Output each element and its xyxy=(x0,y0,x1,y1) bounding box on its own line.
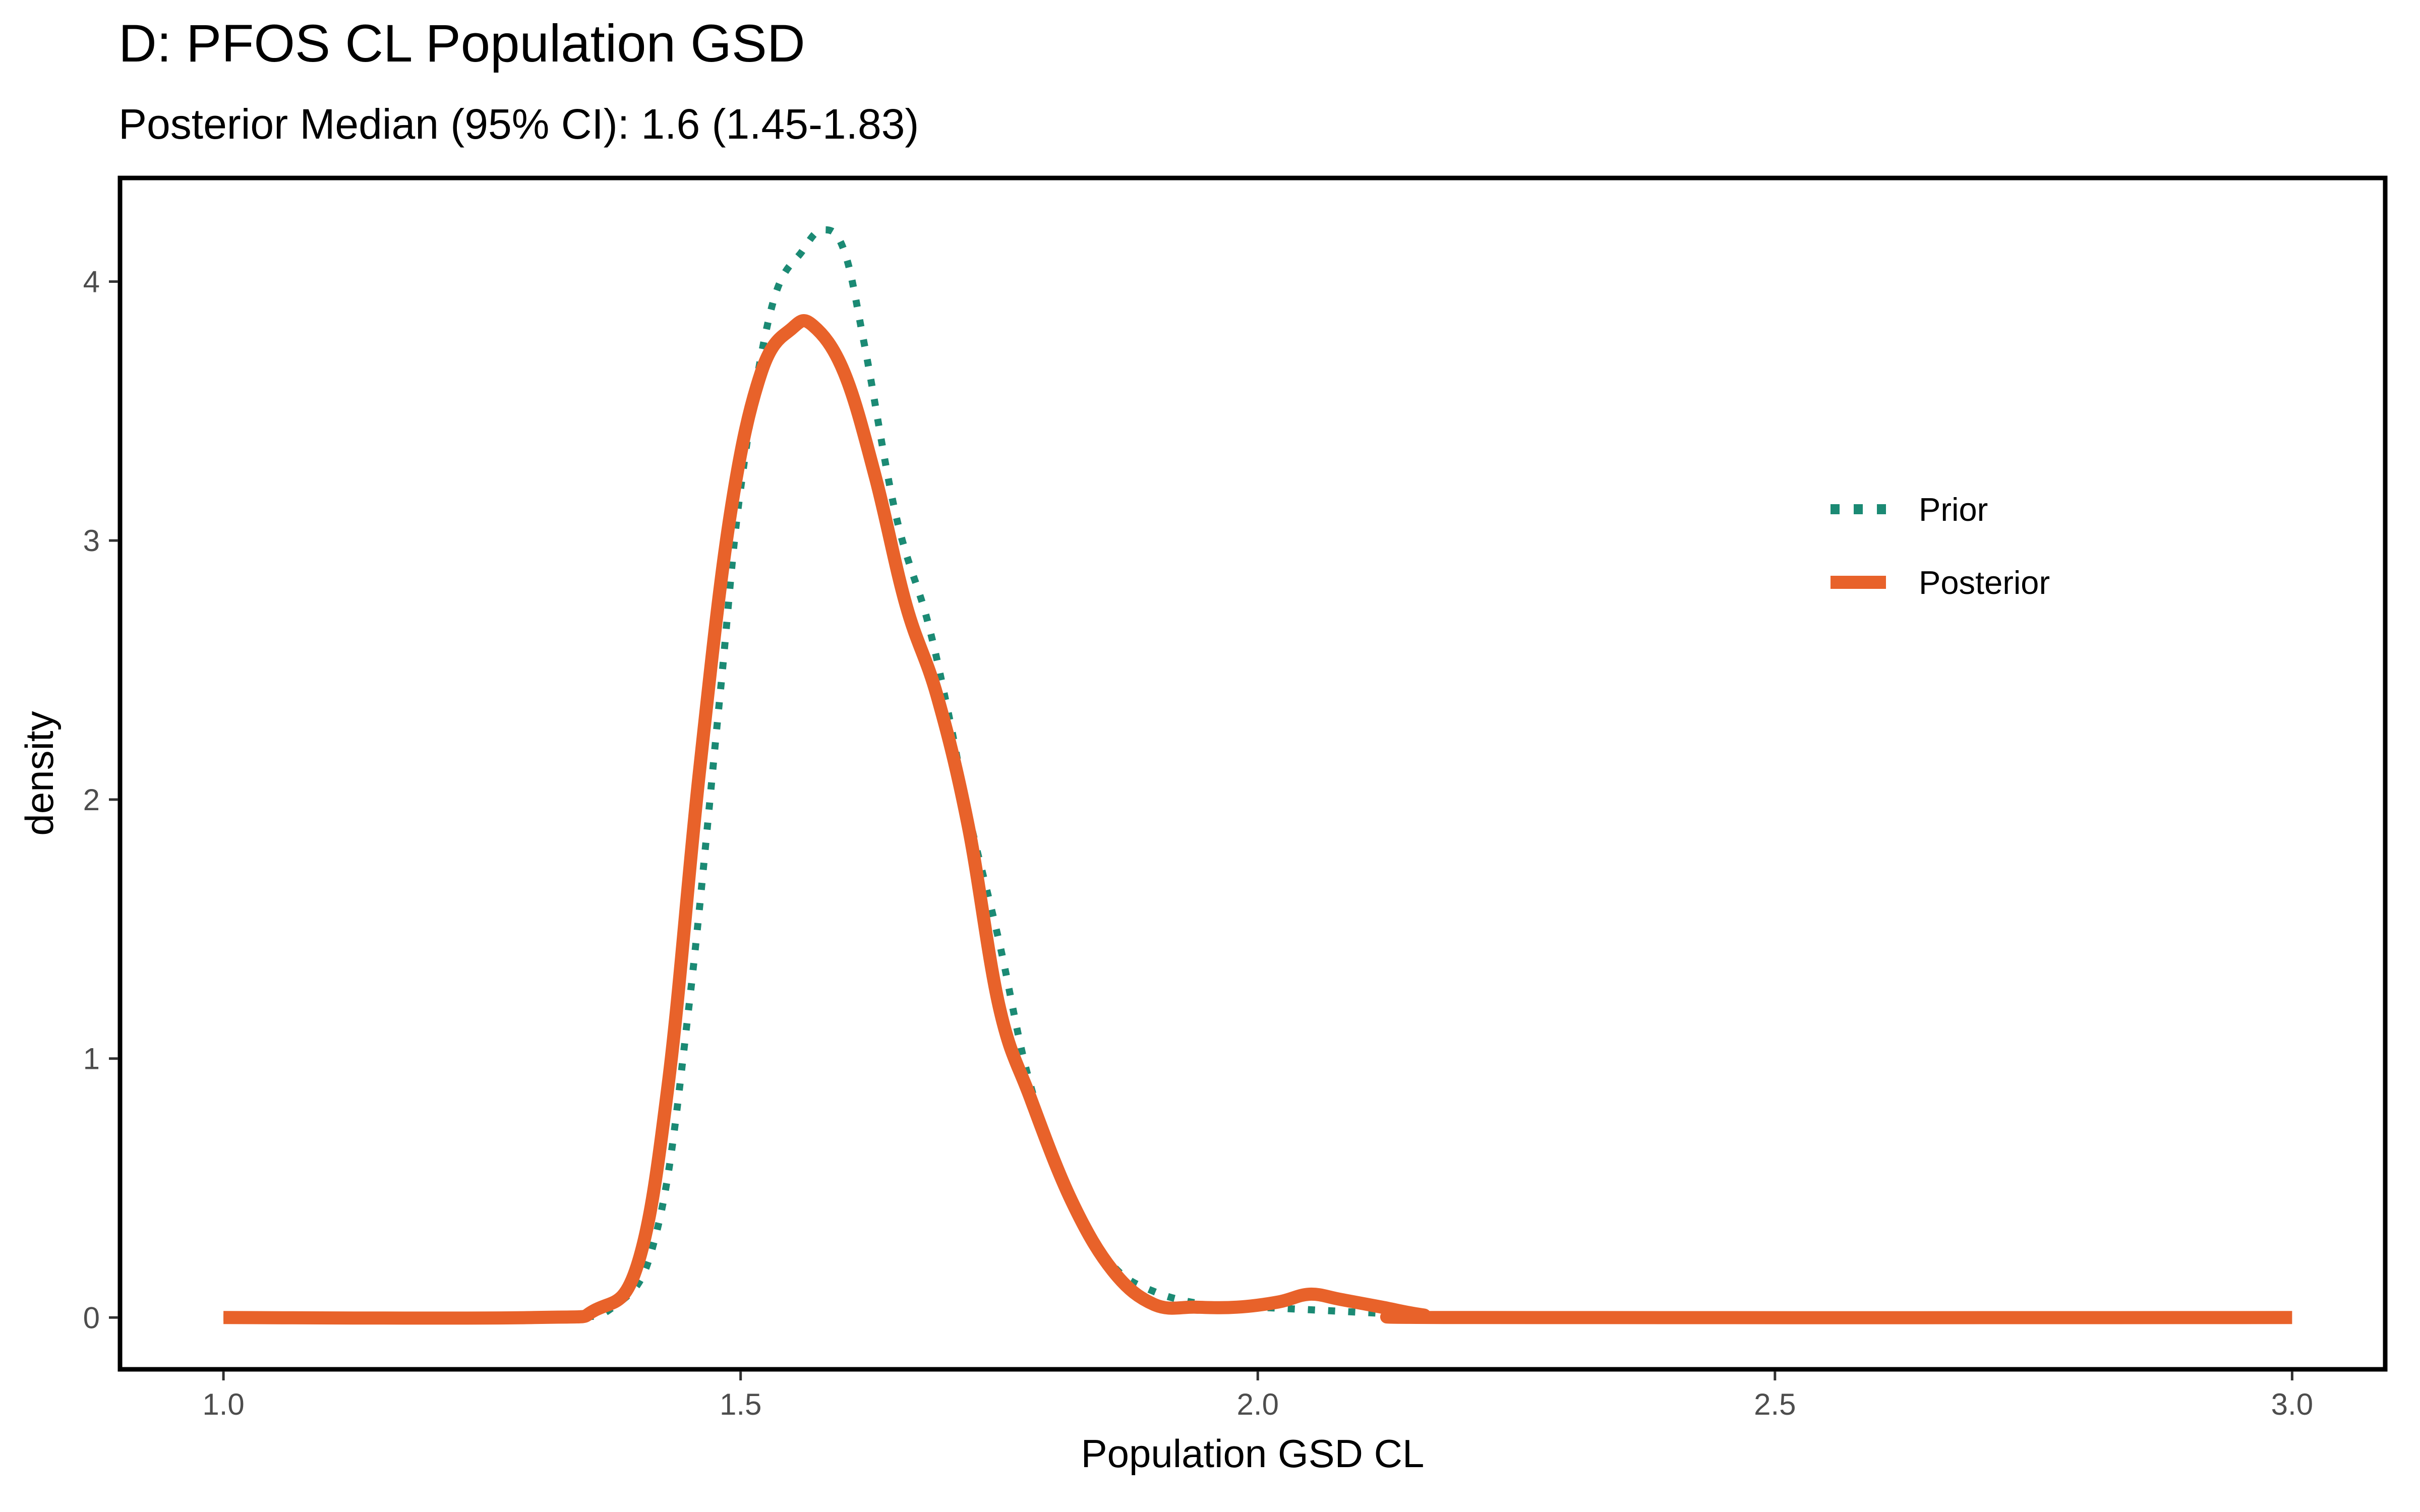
x-axis-title: Population GSD CL xyxy=(1081,1431,1425,1476)
series-line-prior xyxy=(223,226,2292,1322)
y-tick-label-0: 0 xyxy=(83,1301,100,1335)
chart-subtitle: Posterior Median (95% CI): 1.6 (1.45-1.8… xyxy=(119,100,919,148)
plot-panel-border xyxy=(117,175,2388,1372)
y-axis: 0 1 2 3 4 xyxy=(83,265,118,1335)
x-tick-label-0: 1.0 xyxy=(202,1387,244,1421)
y-axis-title: density xyxy=(17,711,62,835)
legend-label-prior: Prior xyxy=(1919,491,1988,528)
x-tick-label-1: 1.5 xyxy=(720,1387,761,1421)
x-tick-label-4: 3.0 xyxy=(2271,1387,2313,1421)
series-layer xyxy=(223,226,2292,1325)
y-tick-label-3: 3 xyxy=(83,524,100,558)
series-line-posterior xyxy=(223,314,2292,1325)
y-tick-label-1: 1 xyxy=(83,1042,100,1076)
x-tick-label-2: 2.0 xyxy=(1237,1387,1279,1421)
x-tick-label-3: 2.5 xyxy=(1754,1387,1796,1421)
legend: Prior Posterior xyxy=(1831,491,2050,601)
chart-title: D: PFOS CL Population GSD xyxy=(119,14,805,73)
y-tick-label-4: 4 xyxy=(83,265,100,298)
y-tick-label-2: 2 xyxy=(83,783,100,817)
x-axis: 1.0 1.5 2.0 2.5 3.0 xyxy=(202,1371,2313,1421)
legend-label-posterior: Posterior xyxy=(1919,564,2050,601)
